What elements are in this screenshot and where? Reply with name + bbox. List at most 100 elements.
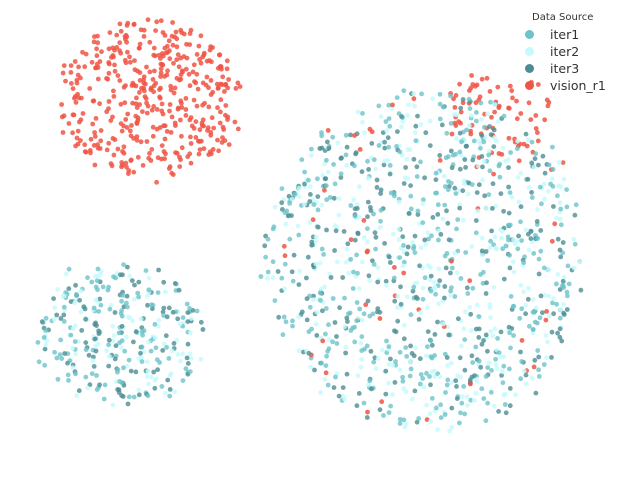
data-point-iter3 [62, 351, 68, 356]
data-point-iter2 [424, 353, 429, 359]
data-point-iter2 [356, 286, 362, 291]
data-point-iter2 [428, 419, 433, 424]
data-point-iter3 [536, 354, 542, 360]
data-point-iter1 [487, 168, 493, 174]
data-point-vision_r1 [73, 100, 79, 105]
data-point-iter3 [119, 323, 125, 329]
data-point-vision_r1 [491, 171, 496, 177]
data-point-vision_r1 [196, 151, 202, 157]
data-point-vision_r1 [97, 59, 103, 64]
data-point-iter1 [408, 193, 414, 199]
data-point-iter1 [426, 236, 431, 242]
data-point-iter1 [330, 296, 336, 301]
data-point-iter1 [558, 206, 564, 212]
data-point-iter1 [394, 144, 399, 149]
data-point-iter1 [508, 150, 513, 155]
data-point-iter1 [145, 393, 151, 399]
data-point-iter3 [446, 237, 452, 243]
data-point-vision_r1 [211, 125, 217, 131]
data-point-vision_r1 [226, 142, 232, 148]
data-point-iter2 [544, 355, 549, 360]
data-point-iter2 [295, 223, 301, 229]
data-point-iter3 [112, 310, 118, 315]
data-point-iter1 [136, 294, 142, 300]
data-point-iter3 [453, 378, 459, 384]
data-point-vision_r1 [179, 100, 184, 106]
data-point-iter2 [296, 185, 302, 191]
data-point-vision_r1 [233, 86, 239, 91]
data-point-iter2 [145, 293, 150, 299]
data-point-vision_r1 [78, 138, 83, 143]
data-point-iter1 [530, 327, 536, 332]
data-point-iter1 [68, 332, 74, 338]
data-point-vision_r1 [157, 95, 163, 101]
data-point-vision_r1 [120, 162, 125, 168]
data-point-iter3 [91, 364, 97, 369]
data-point-iter1 [546, 162, 552, 168]
data-point-iter1 [89, 371, 95, 377]
data-point-iter2 [326, 169, 331, 175]
data-point-vision_r1 [163, 151, 168, 157]
data-point-iter1 [453, 191, 459, 197]
data-point-iter1 [287, 201, 292, 206]
data-point-iter3 [435, 212, 441, 217]
data-point-iter1 [265, 236, 271, 242]
data-point-iter1 [166, 356, 172, 361]
data-point-iter1 [386, 410, 392, 415]
data-point-iter1 [397, 255, 403, 260]
data-point-vision_r1 [204, 74, 210, 80]
data-point-vision_r1 [514, 116, 520, 122]
data-point-iter1 [386, 102, 392, 108]
data-point-iter2 [356, 214, 362, 220]
data-point-iter1 [376, 103, 382, 109]
data-point-iter1 [362, 346, 367, 352]
data-point-vision_r1 [178, 117, 183, 123]
data-point-iter1 [36, 359, 42, 365]
data-point-iter1 [448, 180, 454, 186]
data-point-vision_r1 [131, 136, 137, 141]
data-point-iter1 [438, 415, 444, 420]
data-point-vision_r1 [369, 129, 375, 135]
data-point-iter3 [523, 131, 529, 137]
data-point-iter3 [400, 234, 406, 240]
data-point-iter3 [65, 360, 70, 366]
data-point-iter3 [324, 227, 329, 233]
data-point-vision_r1 [68, 63, 74, 68]
data-point-iter1 [365, 226, 370, 232]
data-point-iter1 [361, 400, 367, 406]
data-point-vision_r1 [88, 136, 94, 142]
data-point-iter1 [140, 332, 146, 338]
data-point-iter3 [428, 273, 434, 279]
data-point-iter1 [529, 195, 535, 200]
data-point-iter2 [493, 362, 499, 368]
data-point-vision_r1 [219, 82, 225, 88]
data-point-vision_r1 [188, 134, 193, 140]
data-point-iter2 [455, 373, 461, 379]
data-point-iter1 [58, 337, 64, 343]
data-point-iter2 [555, 272, 561, 277]
data-point-vision_r1 [202, 100, 208, 106]
data-point-iter3 [387, 171, 393, 177]
data-point-vision_r1 [129, 123, 134, 128]
data-point-vision_r1 [61, 113, 67, 119]
data-point-iter1 [535, 236, 540, 241]
data-point-vision_r1 [66, 121, 72, 126]
data-point-vision_r1 [149, 107, 155, 113]
data-point-vision_r1 [217, 120, 223, 126]
data-point-vision_r1 [172, 85, 178, 91]
data-point-vision_r1 [110, 45, 116, 51]
data-point-iter3 [341, 229, 347, 234]
data-point-iter2 [492, 234, 498, 240]
data-point-iter3 [291, 252, 297, 258]
data-point-vision_r1 [146, 155, 152, 161]
data-point-iter2 [503, 158, 509, 164]
data-point-iter2 [308, 184, 313, 190]
data-point-iter3 [315, 194, 321, 200]
data-point-iter2 [322, 377, 328, 382]
data-point-vision_r1 [76, 64, 81, 70]
data-point-iter2 [311, 297, 316, 303]
data-point-vision_r1 [460, 100, 466, 106]
data-point-iter3 [276, 314, 282, 320]
data-point-vision_r1 [235, 80, 241, 86]
data-point-iter3 [348, 132, 353, 138]
